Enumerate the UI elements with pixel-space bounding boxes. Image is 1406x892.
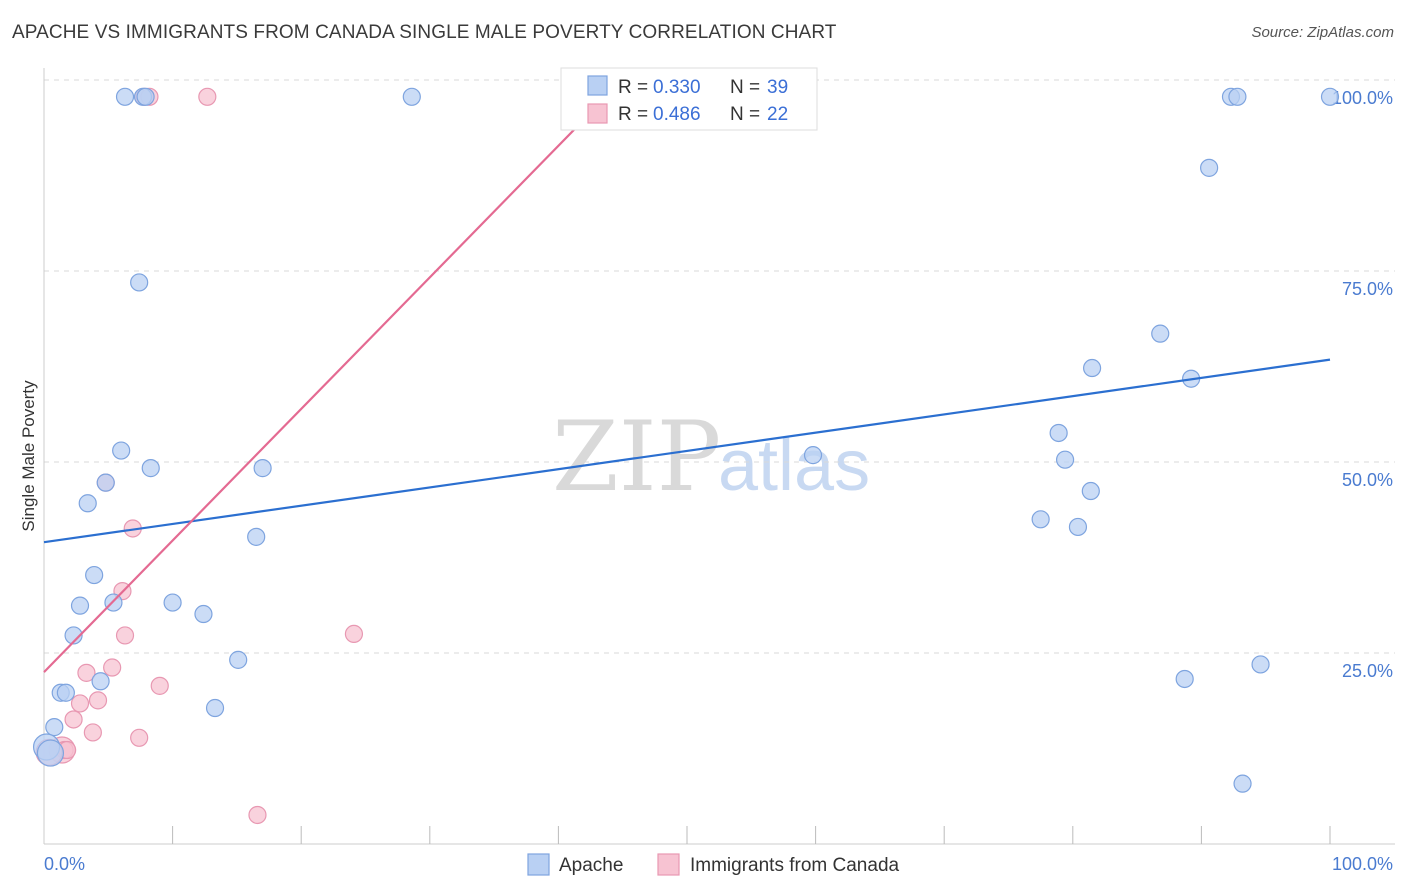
legend-r-label-canada: R = [618, 104, 648, 125]
legend-swatch-canada [587, 103, 608, 124]
apache-data-point [253, 459, 272, 478]
apache-data-point [1175, 669, 1194, 689]
canada-trend-line [43, 79, 624, 673]
apache-data-point [45, 718, 64, 737]
canada-data-point [64, 710, 83, 729]
stats-legend: R = 0.330 N = 39 R = 0.486 N = 22 [560, 67, 818, 131]
legend-n-label-canada: N = [730, 104, 760, 125]
apache-data-point [112, 441, 131, 460]
apache-data-point [247, 527, 266, 546]
trend-lines [43, 79, 1331, 673]
apache-data-point [1082, 358, 1102, 378]
x-ticks [172, 826, 1331, 844]
y-tick-label: 50.0% [1342, 470, 1393, 490]
apache-data-point [205, 698, 225, 718]
source-label: Source: ZipAtlas.com [1251, 24, 1394, 41]
apache-data-point [70, 596, 90, 615]
bottom-legend-swatch-canada [657, 853, 680, 876]
bottom-legend-swatch-apache [527, 853, 550, 876]
apache-data-point [141, 459, 160, 478]
apache-data-point [91, 672, 110, 691]
canada-data-point [115, 626, 135, 645]
apache-data-point [1081, 481, 1100, 501]
apache-data-point [85, 565, 104, 585]
apache-data-point [163, 593, 182, 612]
chart-title: APACHE VS IMMIGRANTS FROM CANADA SINGLE … [12, 22, 837, 43]
watermark-atlas: atlas [718, 426, 870, 506]
apache-data-point [115, 87, 135, 106]
apache-data-point [229, 650, 248, 669]
apache-data-point [1320, 87, 1340, 106]
x-tick-label-min: 0.0% [44, 854, 85, 874]
legend-n-value-canada: 22 [767, 104, 788, 125]
apache-data-point [1251, 655, 1270, 674]
legend-r-label-apache: R = [618, 77, 648, 98]
apache-data-point [402, 87, 421, 106]
apache-data-point [194, 604, 213, 624]
apache-data-point [78, 494, 97, 513]
canada-data-point [344, 624, 364, 644]
series-legend: Apache Immigrants from Canada [527, 853, 900, 876]
apache-data-point [1055, 450, 1075, 469]
watermark: ZIP atlas [552, 401, 870, 513]
apache-data-point [64, 626, 83, 645]
canada-data-point [103, 658, 122, 677]
legend-r-value-apache: 0.330 [653, 77, 701, 98]
apache-data-point [803, 446, 823, 465]
apache-data-point [1068, 517, 1088, 537]
legend-r-value-canada: 0.486 [653, 104, 701, 125]
apache-data-point [36, 739, 65, 767]
y-axis-label: Single Male Poverty [19, 380, 38, 532]
apache-trend-line [43, 358, 1331, 544]
x-tick-label-max: 100.0% [1332, 854, 1393, 874]
apache-data-point [1151, 324, 1170, 343]
canada-data-point [198, 87, 217, 106]
legend-swatch-apache [587, 75, 608, 96]
y-tick-label: 100.0% [1332, 88, 1393, 108]
apache-data-point [1031, 510, 1050, 529]
axes [43, 68, 1395, 845]
canada-data-point [150, 676, 169, 695]
legend-n-value-apache: 39 [767, 77, 788, 98]
apache-data-point [130, 273, 149, 292]
apache-data-point [96, 473, 115, 492]
apache-data-point [1200, 158, 1219, 177]
legend-n-label-apache: N = [730, 77, 760, 98]
y-tick-label: 25.0% [1342, 661, 1393, 681]
apache-data-point [56, 683, 75, 702]
canada-data-point [130, 728, 149, 747]
apache-data-point [136, 87, 155, 106]
apache-data-point [1233, 774, 1252, 793]
series-apache-points [32, 87, 1340, 793]
canada-data-point [83, 723, 102, 742]
canada-data-point [77, 663, 96, 682]
canada-data-point [70, 694, 90, 713]
bottom-legend-label-apache: Apache [559, 855, 623, 876]
y-tick-label: 75.0% [1342, 279, 1393, 299]
apache-data-point [1228, 87, 1247, 106]
apache-data-point [1049, 423, 1068, 443]
canada-data-point [248, 805, 267, 825]
gridlines [44, 79, 1395, 654]
canada-data-point [88, 691, 108, 710]
y-tick-labels: 25.0% 50.0% 75.0% 100.0% [1332, 88, 1393, 681]
bottom-legend-label-canada: Immigrants from Canada [690, 855, 900, 876]
